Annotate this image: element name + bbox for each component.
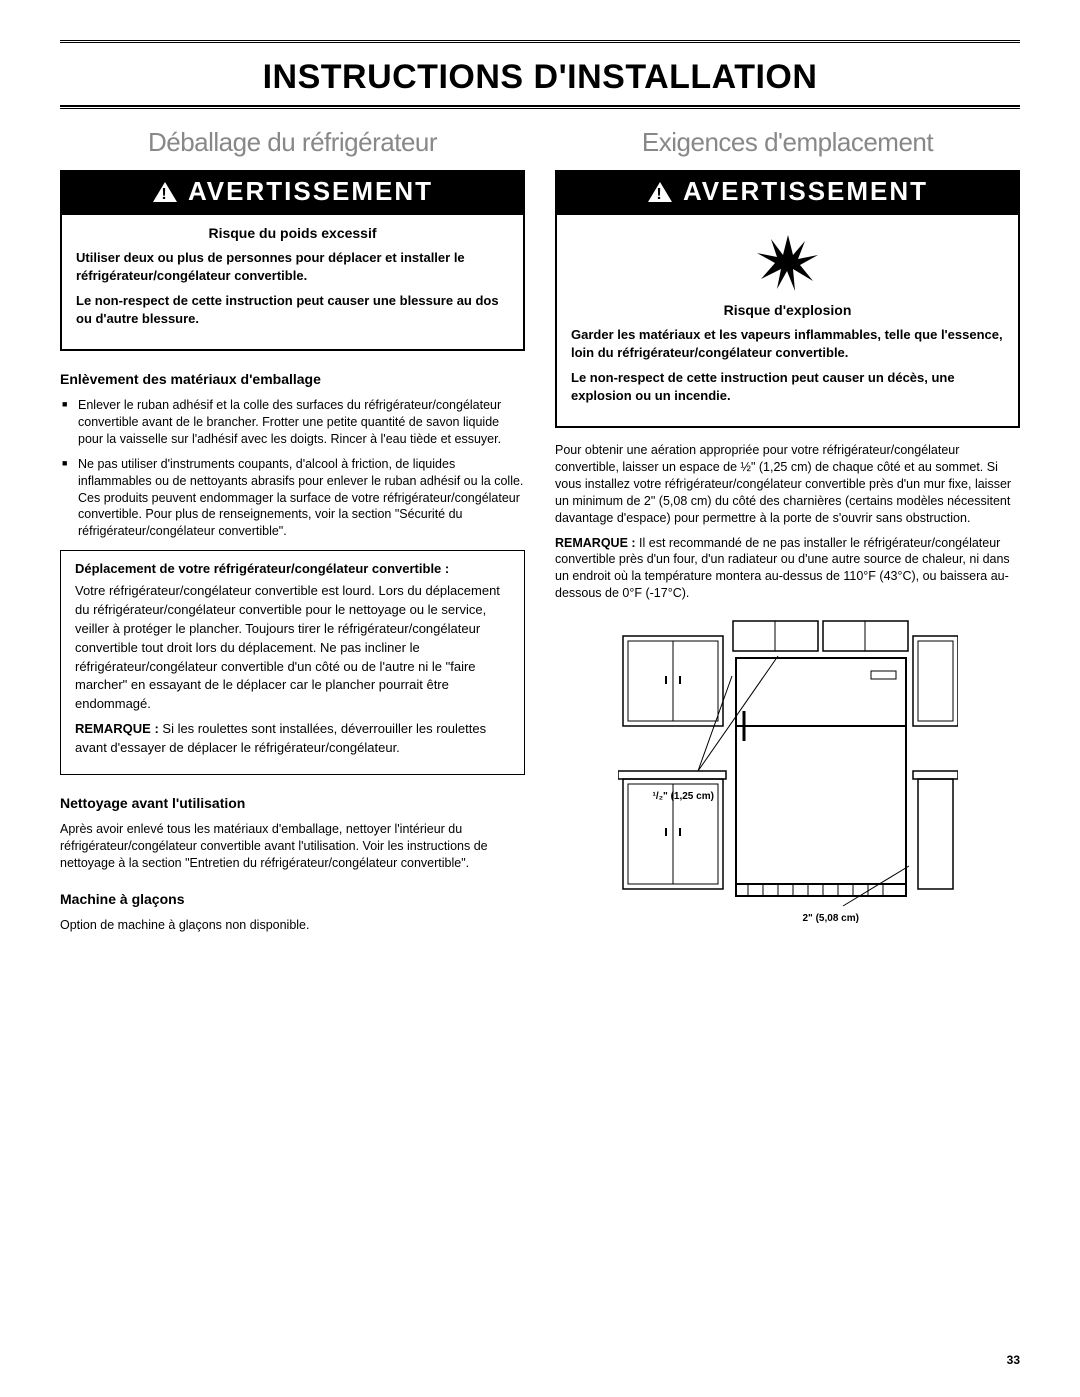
svg-text:!: ! bbox=[161, 186, 168, 203]
warning-box-right: Risque d'explosion Garder les matériaux … bbox=[555, 213, 1020, 428]
warning-banner-right: ! AVERTISSEMENT bbox=[555, 170, 1020, 213]
diagram-side-label: ¹/₂" (1,25 cm) bbox=[653, 791, 714, 802]
sub-heading-cleaning: Nettoyage avant l'utilisation bbox=[60, 795, 525, 811]
warning-p1-right: Garder les matériaux et les vapeurs infl… bbox=[571, 326, 1004, 361]
sub-heading-packaging: Enlèvement des matériaux d'emballage bbox=[60, 371, 525, 387]
bullet-list: Enlever le ruban adhésif et la colle des… bbox=[60, 397, 525, 540]
remark-label: REMARQUE : bbox=[555, 536, 636, 550]
explosion-icon bbox=[571, 225, 1004, 302]
warning-p2-left: Le non-respect de cette instruction peut… bbox=[76, 292, 509, 327]
right-section-title: Exigences d'emplacement bbox=[555, 127, 1020, 158]
content-columns: Déballage du réfrigérateur ! AVERTISSEME… bbox=[60, 127, 1020, 942]
left-section-title: Déballage du réfrigérateur bbox=[60, 127, 525, 158]
icemaker-text: Option de machine à glaçons non disponib… bbox=[60, 917, 525, 934]
warning-p1-left: Utiliser deux ou plus de personnes pour … bbox=[76, 249, 509, 284]
remark-label: REMARQUE : bbox=[75, 721, 159, 736]
top-divider bbox=[60, 40, 1020, 43]
warning-heading-right: Risque d'explosion bbox=[571, 302, 1004, 318]
moving-box-text: Votre réfrigérateur/congélateur converti… bbox=[75, 582, 510, 714]
diagram-bottom-label: 2" (5,08 cm) bbox=[803, 913, 859, 924]
sub-heading-icemaker: Machine à glaçons bbox=[60, 891, 525, 907]
warning-banner-label: AVERTISSEMENT bbox=[683, 176, 928, 207]
installation-diagram: ¹/₂" (1,25 cm) 2" (5,08 cm) bbox=[555, 616, 1020, 921]
warning-triangle-icon: ! bbox=[152, 181, 178, 203]
moving-box-title: Déplacement de votre réfrigérateur/congé… bbox=[75, 561, 510, 576]
warning-p2-right: Le non-respect de cette instruction peut… bbox=[571, 369, 1004, 404]
right-column: Exigences d'emplacement ! AVERTISSEMENT … bbox=[555, 127, 1020, 942]
warning-banner-label: AVERTISSEMENT bbox=[188, 176, 433, 207]
page-number: 33 bbox=[1007, 1353, 1020, 1367]
location-remark: REMARQUE : Il est recommandé de ne pas i… bbox=[555, 535, 1020, 603]
title-divider bbox=[60, 105, 1020, 109]
cleaning-text: Après avoir enlevé tous les matériaux d'… bbox=[60, 821, 525, 872]
warning-banner-left: ! AVERTISSEMENT bbox=[60, 170, 525, 213]
warning-heading-left: Risque du poids excessif bbox=[76, 225, 509, 241]
warning-triangle-icon: ! bbox=[647, 181, 673, 203]
moving-box: Déplacement de votre réfrigérateur/congé… bbox=[60, 550, 525, 775]
svg-text:!: ! bbox=[656, 186, 663, 203]
warning-box-left: Risque du poids excessif Utiliser deux o… bbox=[60, 213, 525, 351]
main-title: INSTRUCTIONS D'INSTALLATION bbox=[60, 58, 1020, 97]
ventilation-text: Pour obtenir une aération appropriée pou… bbox=[555, 442, 1020, 526]
moving-box-remark: REMARQUE : Si les roulettes sont install… bbox=[75, 720, 510, 758]
bullet-item: Enlever le ruban adhésif et la colle des… bbox=[60, 397, 525, 448]
bullet-item: Ne pas utiliser d'instruments coupants, … bbox=[60, 456, 525, 540]
left-column: Déballage du réfrigérateur ! AVERTISSEME… bbox=[60, 127, 525, 942]
